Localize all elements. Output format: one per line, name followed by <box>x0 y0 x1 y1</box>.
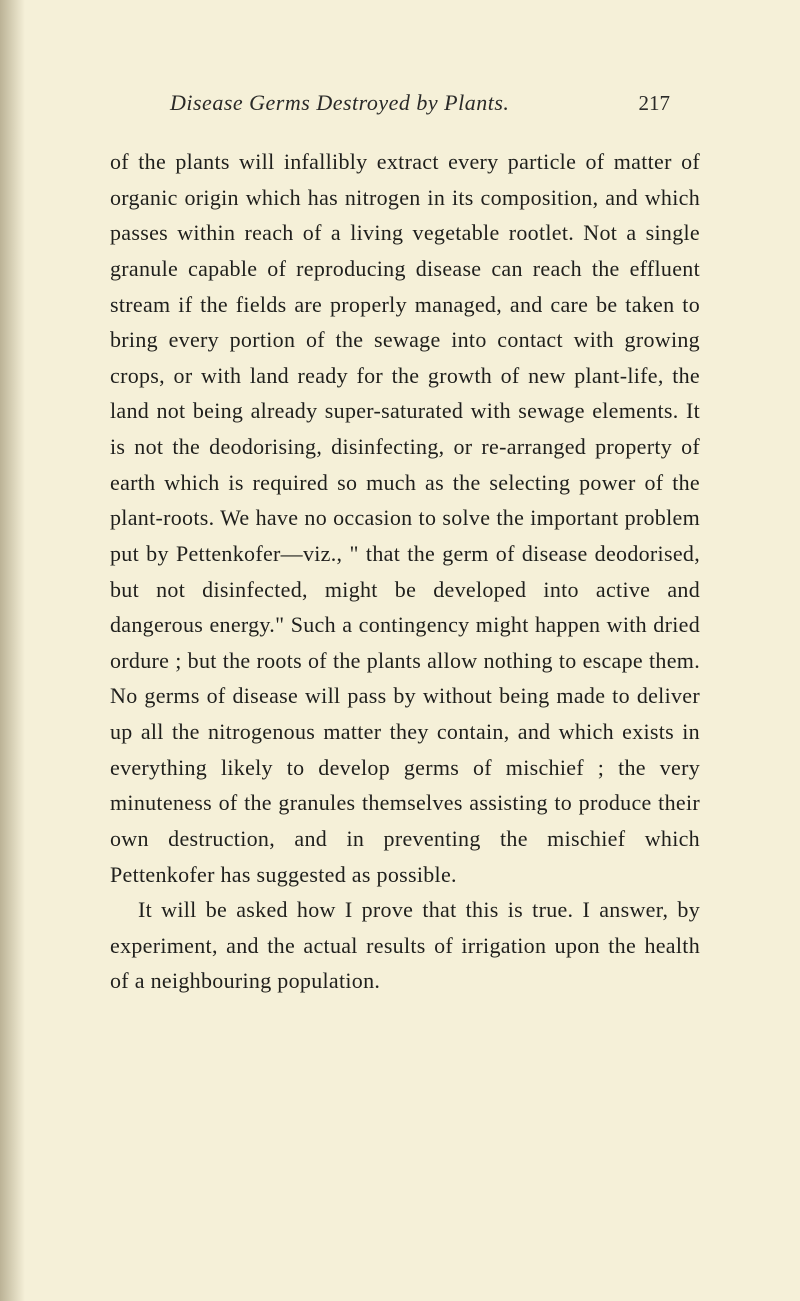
header-title: Disease Germs Destroyed by Plants. <box>170 90 509 116</box>
page-content: Disease Germs Destroyed by Plants. 217 o… <box>0 0 800 1059</box>
page-number: 217 <box>639 91 671 116</box>
paragraph-1: of the plants will infallibly extract ev… <box>110 144 700 892</box>
body-text: of the plants will infallibly extract ev… <box>110 144 700 999</box>
running-header: Disease Germs Destroyed by Plants. 217 <box>110 90 700 116</box>
paragraph-2: It will be asked how I prove that this i… <box>110 892 700 999</box>
